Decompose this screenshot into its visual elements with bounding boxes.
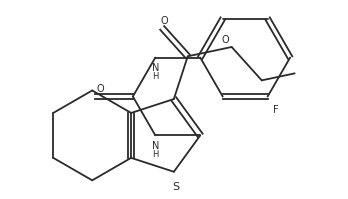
- Text: S: S: [173, 182, 180, 192]
- Text: N: N: [152, 63, 159, 73]
- Text: O: O: [97, 84, 104, 94]
- Text: O: O: [222, 35, 229, 45]
- Text: O: O: [161, 16, 168, 26]
- Text: H: H: [152, 72, 158, 81]
- Text: H: H: [152, 150, 158, 159]
- Text: N: N: [152, 141, 159, 151]
- Text: F: F: [273, 105, 278, 115]
